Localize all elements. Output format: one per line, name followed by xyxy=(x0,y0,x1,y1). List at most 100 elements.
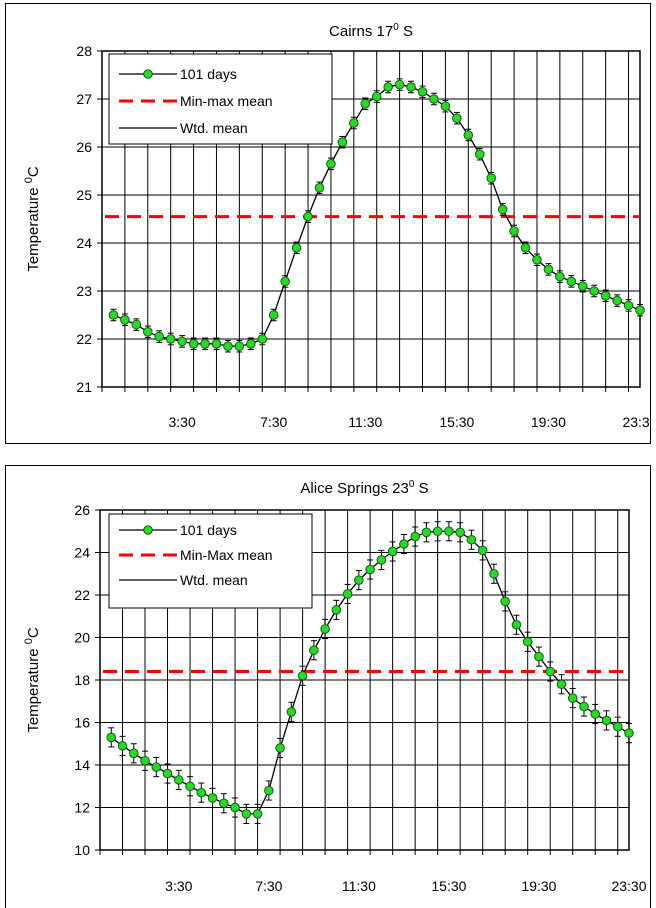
data-marker xyxy=(489,568,499,579)
data-point xyxy=(207,787,218,808)
data-point xyxy=(612,294,622,307)
data-point xyxy=(486,171,496,185)
data-point xyxy=(520,241,531,255)
data-point xyxy=(257,332,268,346)
data-marker xyxy=(589,286,600,296)
data-point xyxy=(117,735,128,756)
data-marker xyxy=(511,619,522,630)
data-point xyxy=(410,526,420,547)
data-marker xyxy=(394,79,405,90)
data-point xyxy=(230,797,240,818)
data-marker xyxy=(200,339,210,349)
data-point xyxy=(246,337,256,351)
data-marker xyxy=(320,624,330,634)
y-axis-label-unit: C xyxy=(25,627,42,638)
x-tick-label: 3:30 xyxy=(169,414,196,430)
data-marker xyxy=(154,331,165,342)
data-marker xyxy=(545,666,556,677)
data-marker xyxy=(162,768,173,779)
data-point xyxy=(349,116,359,130)
y-axis-label: Temperature 0C xyxy=(23,627,42,733)
data-marker xyxy=(268,310,279,320)
data-point xyxy=(556,674,567,695)
data-point xyxy=(466,529,477,550)
chart-title-suffix: S xyxy=(399,23,413,40)
data-point xyxy=(223,339,233,353)
chart-title: Alice Springs 230 S xyxy=(300,479,428,497)
data-marker xyxy=(555,271,565,282)
data-point xyxy=(131,318,142,331)
data-point xyxy=(275,737,285,759)
data-point xyxy=(151,757,162,778)
data-marker xyxy=(297,670,308,681)
data-marker xyxy=(444,526,454,537)
data-point xyxy=(196,782,207,803)
data-point xyxy=(522,631,533,652)
x-tick-label: 19:30 xyxy=(531,414,566,430)
data-point xyxy=(291,241,302,255)
data-marker xyxy=(106,732,117,743)
data-point xyxy=(567,688,578,709)
data-point xyxy=(383,80,393,94)
y-axis-label-superscript: 0 xyxy=(23,177,35,183)
data-marker xyxy=(477,545,488,556)
legend-label: Wtd. mean xyxy=(180,572,248,588)
data-point xyxy=(440,99,451,113)
data-point xyxy=(421,522,432,543)
legend-label: Wtd. mean xyxy=(180,120,248,136)
data-point xyxy=(612,716,623,737)
data-point xyxy=(497,203,508,216)
data-marker xyxy=(543,264,554,275)
x-tick-label: 11:30 xyxy=(348,414,382,430)
data-point xyxy=(601,710,612,731)
data-point xyxy=(417,85,428,99)
data-marker xyxy=(342,589,353,599)
y-tick-label: 16 xyxy=(74,715,90,731)
data-marker xyxy=(151,762,162,772)
data-point xyxy=(162,763,173,784)
data-point xyxy=(286,701,297,722)
chart-title-superscript: 0 xyxy=(393,22,399,33)
data-point xyxy=(314,181,325,195)
data-point xyxy=(532,253,542,267)
data-marker xyxy=(314,183,325,193)
data-marker xyxy=(376,555,387,565)
data-point xyxy=(387,541,398,562)
data-marker xyxy=(399,539,409,549)
y-tick-label: 21 xyxy=(76,379,92,395)
data-marker xyxy=(463,130,474,140)
y-tick-label: 24 xyxy=(74,545,90,561)
data-marker xyxy=(142,327,153,337)
data-marker xyxy=(520,243,531,253)
data-marker xyxy=(117,741,128,751)
legend-label: Min-max mean xyxy=(180,93,273,109)
data-marker xyxy=(354,575,364,585)
chart-panel-cairns: Cairns 170 S Temperature 0C 21 22 23 24 25 26 27… xyxy=(5,3,651,444)
data-marker xyxy=(140,755,150,766)
data-point xyxy=(635,303,645,317)
data-point xyxy=(577,279,588,293)
x-tick-label: 15:30 xyxy=(439,414,474,430)
data-marker xyxy=(432,526,443,537)
x-tick-label: 23:30 xyxy=(622,414,651,430)
data-point xyxy=(297,665,308,686)
data-marker xyxy=(440,101,451,111)
data-marker xyxy=(601,715,612,726)
data-point xyxy=(623,299,634,312)
data-point xyxy=(120,313,130,327)
data-marker xyxy=(556,679,567,690)
chart-title-superscript: 0 xyxy=(409,479,415,490)
chart-panel-alice-springs: Alice Springs 230 S Temperature 0C 10 12 14 1… xyxy=(5,465,651,908)
data-marker xyxy=(291,243,302,253)
data-point xyxy=(309,640,319,661)
data-point xyxy=(624,723,634,744)
data-marker xyxy=(566,276,577,287)
data-marker xyxy=(624,728,634,738)
chart-title-text: Cairns 17 xyxy=(329,23,393,40)
data-point xyxy=(173,769,184,790)
data-point xyxy=(264,780,274,801)
y-tick-label: 20 xyxy=(74,630,90,646)
y-tick-label: 10 xyxy=(74,842,90,858)
x-tick-label: 11:30 xyxy=(342,878,376,894)
data-marker xyxy=(264,785,274,796)
